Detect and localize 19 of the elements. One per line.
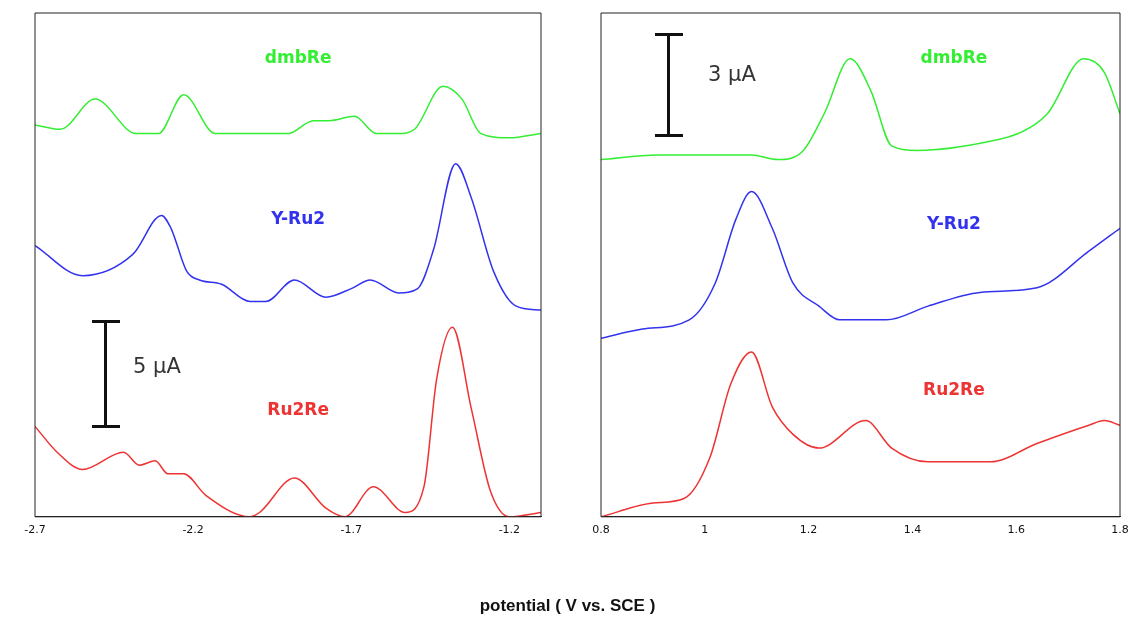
- text: Ru2Re: [267, 399, 329, 420]
- x-tick-label: 1.4: [903, 523, 922, 537]
- text: dmbRe: [264, 46, 332, 67]
- annotation: 5 µA: [133, 354, 181, 378]
- annotation: 3 µA: [708, 62, 756, 86]
- x-tick-label: -2.7: [24, 523, 46, 537]
- x-tick-label: 1: [701, 523, 709, 537]
- x-tick-label: -1.2: [498, 523, 521, 537]
- x-tick-label: 1.6: [1007, 523, 1025, 537]
- text: Y-Ru2: [925, 213, 981, 234]
- x-tick-label: -2.2: [182, 523, 204, 537]
- text: Ru2Re: [923, 379, 985, 400]
- text: dmbRe: [920, 46, 988, 67]
- x-tick-label: -1.7: [340, 523, 362, 537]
- text: Y-Ru2: [270, 207, 326, 228]
- x-tick-label: 1.2: [799, 523, 818, 537]
- x-axis-title: potential ( V vs. SCE ): [478, 596, 657, 616]
- x-tick-label: 0.8: [592, 523, 610, 537]
- x-tick-label: 1.8: [1111, 523, 1129, 537]
